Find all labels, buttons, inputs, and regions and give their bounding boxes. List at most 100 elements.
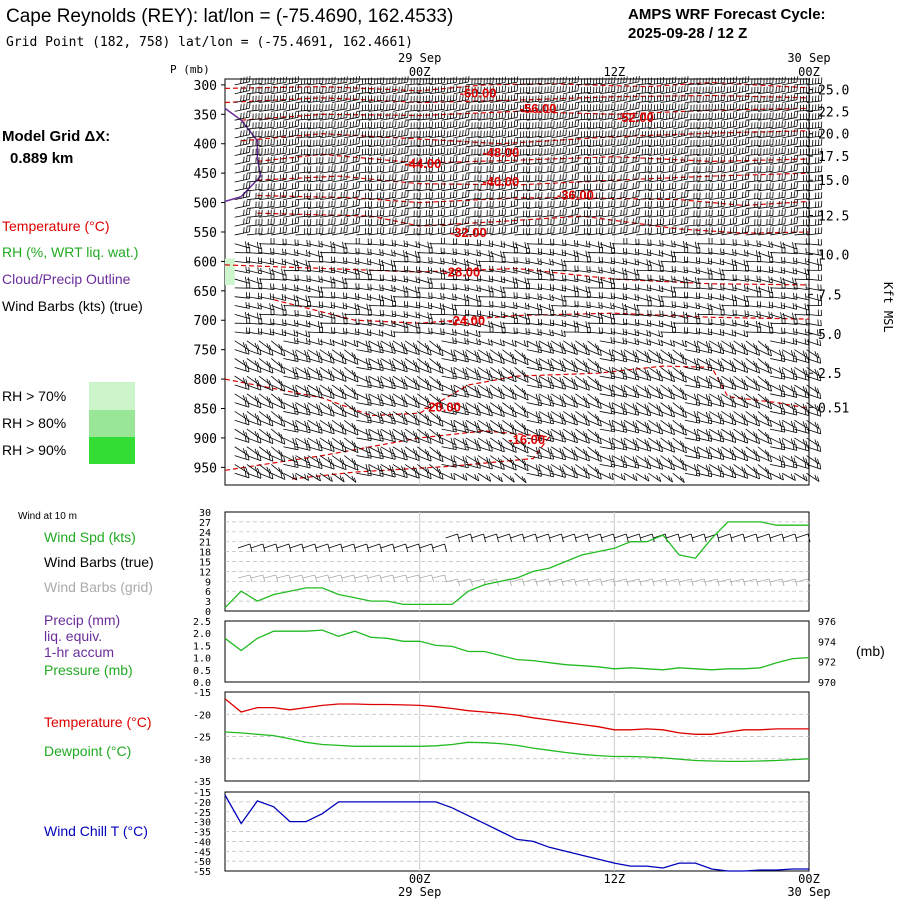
wind-barb-flag (788, 96, 789, 102)
pressure-tick-label: 800 (194, 373, 217, 388)
wind-barb-flag (341, 122, 342, 128)
wind-barb-flag (338, 78, 339, 84)
wind-barb-flag (399, 131, 400, 137)
pressure-tick-label: 550 (194, 226, 217, 241)
wind-barb-flag (621, 148, 622, 154)
wind-barb-flag (402, 210, 403, 216)
height-tick-label: 10.0 (818, 248, 849, 263)
wind-barb-flag (685, 147, 686, 153)
rh-legend: RH > 70% RH > 80% RH > 90% (2, 382, 135, 464)
wind-barb-flag (794, 183, 795, 189)
wind-barb-flag (402, 130, 403, 136)
wind-barb-flag (292, 104, 293, 110)
wind-barb-flag (338, 131, 339, 137)
wind-barb-flag (627, 173, 628, 179)
wind-barb-flag (341, 148, 342, 154)
wind-barb-flag (341, 157, 342, 163)
wind-barb-flag (511, 130, 512, 136)
wind-barb-flag (733, 218, 734, 224)
wind-barb-flag (687, 226, 688, 232)
rh-legend-swatch-70 (89, 382, 135, 410)
wind-barb-flag (687, 76, 688, 82)
wind-barb-flag (621, 86, 622, 92)
wind-barb-flag (511, 113, 512, 119)
rh-legend-label: RH > 80% (2, 415, 66, 431)
wind-barb-flag (687, 111, 688, 117)
wind-barb-flag (791, 148, 792, 154)
wind-barb-flag (733, 139, 734, 145)
wind-barb-flag (794, 94, 795, 100)
wind-barb-flag (621, 104, 622, 110)
height-tick-label: 15.0 (818, 174, 849, 189)
wind-barb-flag (298, 200, 299, 206)
wind-barb-flag (736, 138, 737, 144)
wind-barb-flag (298, 209, 299, 215)
wind-barb-flag (621, 192, 622, 198)
wind-barb-flag (405, 218, 406, 224)
wind-barb-flag (347, 94, 348, 100)
wind-barb-flag (679, 122, 680, 128)
wind-barb-flag (624, 218, 625, 224)
wind-barb-flag (517, 129, 518, 135)
wind-barb-flag (399, 148, 400, 154)
wind-barb-flag (292, 157, 293, 163)
wind-barb-flag (295, 121, 296, 127)
wind-barb-flag (730, 95, 731, 101)
wind-barb-flag (341, 104, 342, 110)
wind-barb-flag (730, 219, 731, 225)
wind-barb-flag (341, 113, 342, 119)
wind-barb-flag (338, 122, 339, 128)
pressure-tick-label: 900 (194, 432, 217, 447)
wind-barb-flag (511, 210, 512, 216)
wind-barb-flag (341, 77, 342, 83)
wind-barb-flag (341, 201, 342, 207)
wind-barb-flag (347, 191, 348, 197)
wind-barb-flag (618, 87, 619, 93)
wind-barb-flag (627, 85, 628, 91)
wind-barb-flag (791, 77, 792, 83)
wind-barb-flag (298, 226, 299, 232)
wind-barb-flag (295, 86, 296, 92)
height-tick-label: 12.5 (818, 210, 849, 225)
wind-barb-flag (402, 183, 403, 189)
wind-barb-flag (682, 77, 683, 83)
wind-barb-flag (408, 103, 409, 109)
wind-barb-flag (298, 156, 299, 162)
wind-barb-flag (621, 95, 622, 101)
wind-barb-flag (733, 227, 734, 233)
wind-barb-flag (627, 191, 628, 197)
wind-barb-flag (408, 226, 409, 232)
wind-barb-flag (408, 191, 409, 197)
wind-barb-flag (295, 165, 296, 171)
wind-barb-flag (399, 113, 400, 119)
wind-barb-flag (408, 94, 409, 100)
wind-barb-flag (727, 131, 728, 137)
wind-barb-flag (402, 157, 403, 163)
wind-barb-flag (298, 94, 299, 100)
wind-barb-flag (624, 156, 625, 162)
wind-barb-flag (517, 85, 518, 91)
wind-barb-flag (797, 182, 798, 188)
wind-barb-flag (517, 209, 518, 215)
wind-barb-flag (621, 183, 622, 189)
wind-barb-flag (627, 129, 628, 135)
wind-barb-flag (797, 217, 798, 223)
wind-barb-flag (295, 174, 296, 180)
pressure-tick-label: 650 (194, 285, 217, 300)
wind-barb-flag (727, 104, 728, 110)
wind-barb-flag (791, 113, 792, 119)
wind-barb-flag (295, 200, 296, 206)
wind-barb-flag (289, 96, 290, 102)
wind-barb-flag (508, 122, 509, 128)
wind-barb-flag (733, 95, 734, 101)
wind-barb-flag (794, 77, 795, 83)
wind-barb-flag (791, 201, 792, 207)
wind-barb-flag (292, 95, 293, 101)
wind-barb-flag (733, 156, 734, 162)
wind-barb-flag (794, 112, 795, 118)
wind-barb-flag (514, 218, 515, 224)
rh-legend-label: RH > 70% (2, 388, 66, 404)
wind-barb-flag (679, 148, 680, 154)
wind-barb-flag (682, 95, 683, 101)
wind-barb-flag (341, 175, 342, 181)
